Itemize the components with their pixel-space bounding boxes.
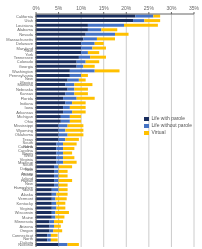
svg-text:35%: 35% xyxy=(189,5,194,11)
svg-text:15%: 15% xyxy=(99,5,110,11)
svg-text:20%: 20% xyxy=(121,5,132,11)
svg-text:25%: 25% xyxy=(144,5,155,11)
svg-text:30%: 30% xyxy=(166,5,177,11)
svg-text:5%: 5% xyxy=(55,5,63,11)
svg-text:National: National xyxy=(18,242,33,247)
svg-text:10%: 10% xyxy=(76,5,87,11)
svg-text:0%: 0% xyxy=(32,5,40,11)
